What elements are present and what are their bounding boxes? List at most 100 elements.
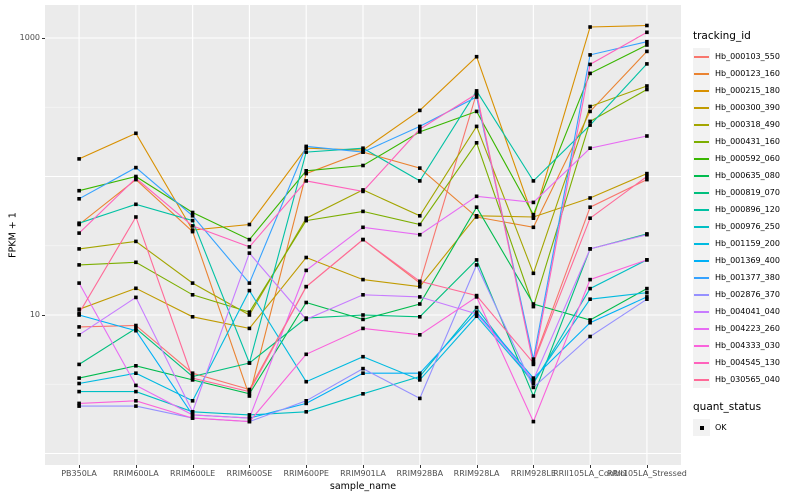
data-point — [361, 326, 365, 331]
x-tick-label: RRIM600SE — [226, 469, 273, 478]
data-point — [77, 188, 81, 193]
data-point — [418, 232, 422, 237]
legend-item-Hb_002876_370: Hb_002876_370 — [693, 286, 799, 303]
legend-line-swatch — [694, 157, 709, 160]
data-point — [531, 215, 536, 219]
data-point — [190, 371, 195, 375]
legend-key-line-icon — [693, 184, 710, 201]
data-point — [531, 179, 536, 183]
x-tick-mark — [533, 465, 535, 468]
data-point — [418, 295, 422, 299]
data-point — [304, 169, 308, 173]
legend-label: Hb_000215_180 — [715, 86, 780, 95]
data-point — [474, 92, 479, 96]
data-point — [474, 141, 479, 145]
legend-key-line-icon — [693, 371, 710, 388]
legend-line-swatch — [694, 259, 709, 262]
data-point — [588, 196, 592, 200]
data-point — [361, 371, 365, 375]
data-point — [531, 376, 536, 380]
data-point — [588, 25, 592, 29]
data-point — [77, 325, 81, 329]
legend-label: Hb_002876_370 — [715, 290, 780, 299]
data-point — [588, 146, 592, 150]
legend-key-line-icon — [693, 286, 710, 303]
data-point — [134, 328, 138, 333]
data-point — [361, 225, 365, 230]
data-point — [190, 228, 195, 232]
legend-item-quant-OK: OK — [693, 419, 799, 436]
data-point — [134, 295, 138, 300]
data-point — [190, 224, 195, 228]
y-tick-label: 1000 — [19, 33, 40, 42]
data-point — [588, 297, 592, 301]
data-point — [304, 171, 308, 176]
data-point — [645, 87, 649, 92]
legend-item-Hb_004333_030: Hb_004333_030 — [693, 337, 799, 354]
data-point — [418, 179, 422, 183]
data-point — [361, 313, 365, 317]
data-point — [588, 62, 592, 67]
x-tick-label: RRIM600LE — [170, 469, 216, 478]
data-point — [247, 288, 252, 293]
data-point — [474, 89, 479, 93]
data-point — [645, 43, 649, 47]
data-point — [645, 23, 649, 28]
legend-label: Hb_000635_080 — [715, 171, 780, 180]
data-point — [134, 215, 138, 219]
data-point — [190, 376, 195, 380]
data-point — [588, 216, 592, 220]
data-point — [531, 212, 536, 217]
data-point — [474, 214, 479, 218]
data-point — [190, 218, 195, 223]
data-point — [645, 290, 649, 295]
data-point — [531, 385, 536, 390]
data-point — [304, 255, 308, 260]
legend-line-swatch — [694, 344, 709, 347]
chart-canvas — [45, 5, 681, 465]
legend-label: Hb_004333_030 — [715, 341, 780, 350]
data-point — [77, 307, 81, 312]
data-point — [304, 379, 308, 384]
legend-key-line-icon — [693, 116, 710, 133]
data-point — [134, 260, 138, 265]
legend-key-line-icon — [693, 133, 710, 150]
data-point — [304, 284, 308, 289]
legend-line-swatch — [694, 106, 709, 109]
legend-line-swatch — [694, 310, 709, 313]
data-point — [418, 396, 422, 401]
data-point — [77, 197, 81, 201]
legend-key-square-icon — [693, 419, 710, 436]
data-point — [190, 315, 195, 319]
data-point — [190, 399, 195, 403]
legend-key-line-icon — [693, 201, 710, 218]
data-point — [474, 314, 479, 318]
legend-title-quant-status: quant_status — [693, 401, 762, 413]
data-point — [247, 326, 252, 331]
data-point — [247, 361, 252, 365]
data-point — [304, 216, 308, 220]
data-point — [645, 62, 649, 66]
legend-line-swatch — [694, 174, 709, 177]
data-point — [474, 258, 479, 262]
data-point — [474, 305, 479, 310]
data-point — [418, 108, 422, 113]
data-point — [134, 202, 138, 207]
data-point — [361, 277, 365, 282]
data-point — [304, 300, 308, 305]
data-point — [531, 302, 536, 306]
data-point — [134, 165, 138, 170]
data-point — [247, 392, 252, 396]
x-tick-label: RRIM928LE — [510, 469, 556, 478]
data-point — [588, 286, 592, 291]
data-point — [247, 245, 252, 249]
data-point — [247, 413, 252, 417]
legend-key-line-icon — [693, 320, 710, 337]
x-tick-label: RRIM901LA — [340, 469, 386, 478]
data-point — [361, 237, 365, 242]
legend-line-swatch — [694, 89, 709, 92]
data-point — [645, 297, 649, 301]
data-point — [304, 317, 308, 322]
data-point — [77, 376, 81, 380]
data-point — [134, 364, 138, 368]
